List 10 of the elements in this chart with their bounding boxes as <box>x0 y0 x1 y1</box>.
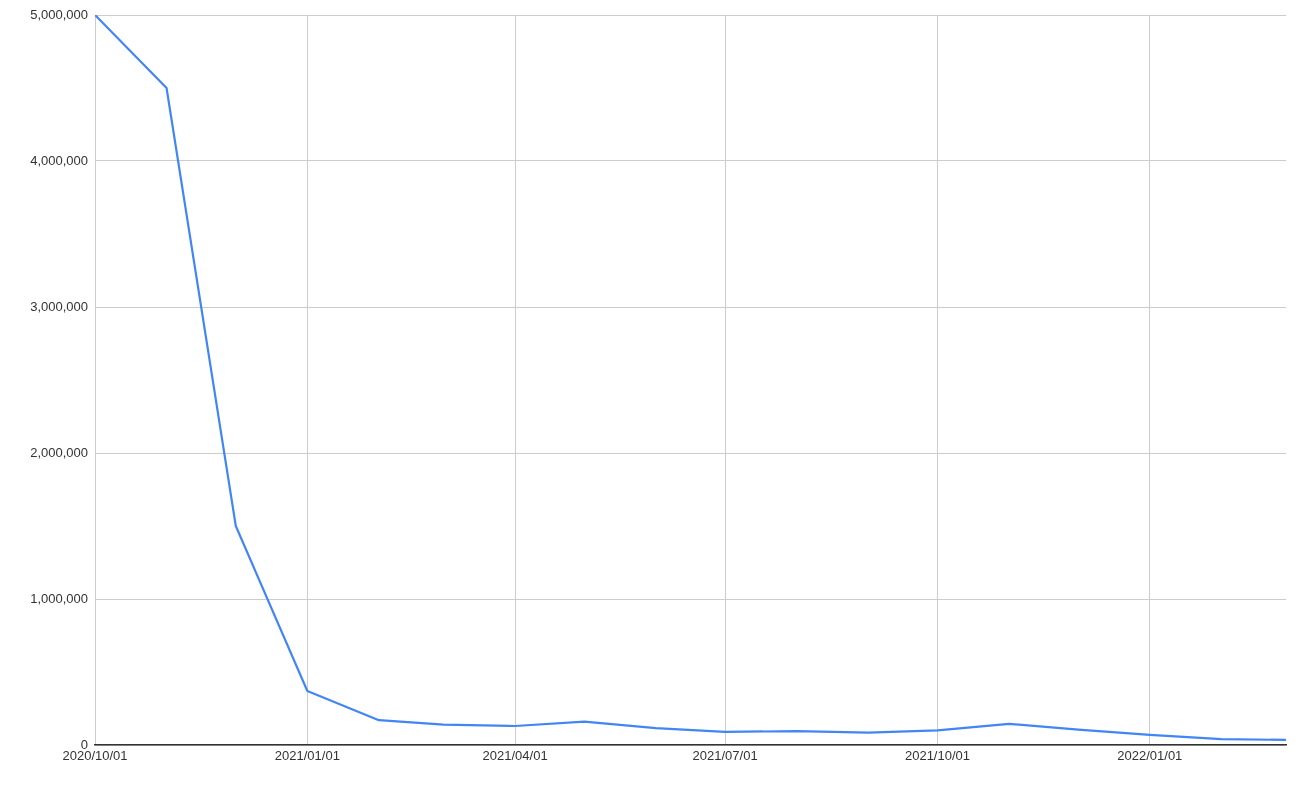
x-tick-label: 2021/07/01 <box>692 748 758 764</box>
y-tick-label: 3,000,000 <box>30 298 88 314</box>
y-tick-label: 2,000,000 <box>30 444 88 460</box>
x-tick-label: 2021/10/01 <box>904 748 971 764</box>
x-tick-label: 2021/01/01 <box>274 748 340 764</box>
x-tick-label: 2022/01/01 <box>1117 748 1183 764</box>
y-tick-label: 4,000,000 <box>30 152 88 168</box>
y-tick-label: 1,000,000 <box>30 590 88 606</box>
x-tick-label: 2021/04/01 <box>482 748 548 764</box>
y-tick-label: 5,000,000 <box>30 6 88 22</box>
